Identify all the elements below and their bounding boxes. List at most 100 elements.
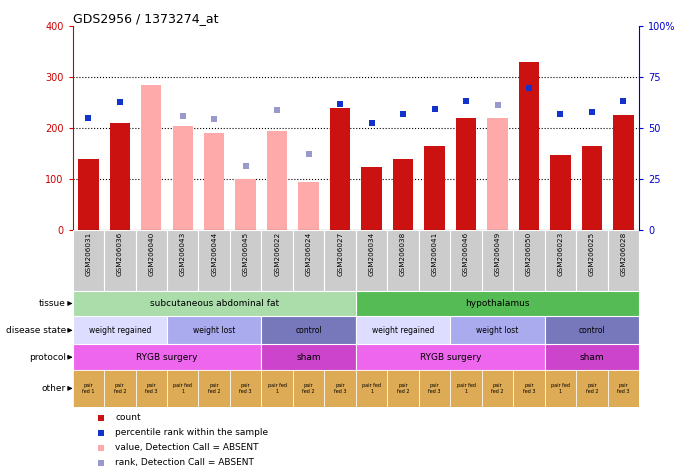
Text: control: control	[578, 326, 605, 335]
Text: GDS2956 / 1373274_at: GDS2956 / 1373274_at	[73, 12, 218, 25]
Bar	[73, 230, 104, 291]
Point	[460, 97, 471, 104]
Bar	[261, 344, 356, 370]
Bar	[545, 230, 576, 291]
Bar	[78, 159, 99, 230]
Text: control: control	[295, 326, 322, 335]
Bar	[73, 291, 356, 316]
Bar	[388, 230, 419, 291]
Point	[95, 429, 106, 437]
Text: pair fed
1: pair fed 1	[362, 383, 381, 394]
Text: GSM206023: GSM206023	[558, 232, 563, 276]
Bar	[356, 344, 545, 370]
Bar	[261, 370, 293, 407]
Bar	[110, 123, 130, 230]
Bar	[330, 108, 350, 230]
Bar	[73, 344, 261, 370]
Bar	[198, 230, 230, 291]
Bar	[550, 155, 571, 230]
Bar	[299, 182, 319, 230]
Bar	[576, 230, 607, 291]
Text: pair
fed 2: pair fed 2	[491, 383, 504, 394]
Bar	[545, 316, 639, 344]
Bar	[607, 230, 639, 291]
Text: pair
fed 3: pair fed 3	[428, 383, 441, 394]
Bar	[230, 370, 261, 407]
Text: pair
fed 2: pair fed 2	[113, 383, 126, 394]
Bar	[261, 316, 356, 344]
Text: GSM206034: GSM206034	[368, 232, 375, 276]
Text: RYGB surgery: RYGB surgery	[136, 353, 198, 362]
Text: disease state: disease state	[6, 326, 66, 335]
Bar	[167, 316, 261, 344]
Text: GSM206024: GSM206024	[305, 232, 312, 276]
Point	[177, 113, 188, 120]
Text: weight lost: weight lost	[476, 326, 519, 335]
Text: pair
fed 1: pair fed 1	[82, 383, 95, 394]
Text: weight regained: weight regained	[372, 326, 434, 335]
Point	[524, 84, 535, 92]
Point	[397, 110, 408, 118]
Bar	[545, 344, 639, 370]
Text: GSM206036: GSM206036	[117, 232, 123, 276]
Text: GSM206050: GSM206050	[526, 232, 532, 276]
Text: GSM206045: GSM206045	[243, 232, 249, 276]
Bar	[141, 85, 162, 230]
Bar	[135, 230, 167, 291]
Point	[114, 98, 125, 105]
Bar	[198, 370, 230, 407]
Text: pair fed
1: pair fed 1	[551, 383, 570, 394]
Text: weight lost: weight lost	[193, 326, 236, 335]
Bar	[482, 370, 513, 407]
Bar	[167, 230, 198, 291]
Text: other: other	[41, 384, 66, 393]
Bar	[236, 179, 256, 230]
Point	[366, 119, 377, 127]
Bar	[104, 370, 135, 407]
Text: GSM206028: GSM206028	[621, 232, 627, 276]
Bar	[388, 370, 419, 407]
Bar	[267, 131, 287, 230]
Text: GSM206025: GSM206025	[589, 232, 595, 276]
Bar	[613, 116, 634, 230]
Point	[334, 100, 346, 108]
Bar	[356, 370, 388, 407]
Bar	[419, 230, 451, 291]
Text: pair
fed 3: pair fed 3	[145, 383, 158, 394]
Bar	[419, 370, 451, 407]
Text: GSM206027: GSM206027	[337, 232, 343, 276]
Text: GSM206022: GSM206022	[274, 232, 280, 276]
Bar	[607, 370, 639, 407]
Bar	[456, 118, 476, 230]
Bar	[230, 230, 261, 291]
Text: tissue: tissue	[39, 299, 66, 308]
Text: pair fed
1: pair fed 1	[457, 383, 475, 394]
Text: pair
fed 3: pair fed 3	[523, 383, 536, 394]
Bar	[324, 370, 356, 407]
Text: GSM206041: GSM206041	[432, 232, 437, 276]
Text: pair
fed 2: pair fed 2	[303, 383, 315, 394]
Bar	[204, 133, 225, 230]
Text: GSM206031: GSM206031	[85, 232, 91, 276]
Point	[587, 108, 598, 116]
Text: sham: sham	[296, 353, 321, 362]
Text: GSM206040: GSM206040	[149, 232, 154, 276]
Text: value, Detection Call = ABSENT: value, Detection Call = ABSENT	[115, 443, 258, 452]
Bar	[576, 370, 607, 407]
Bar	[173, 126, 193, 230]
Text: weight regained: weight regained	[88, 326, 151, 335]
Point	[95, 414, 106, 421]
Text: GSM206043: GSM206043	[180, 232, 186, 276]
Point	[240, 162, 252, 170]
Bar	[135, 370, 167, 407]
Text: hypothalamus: hypothalamus	[465, 299, 530, 308]
Bar	[582, 146, 602, 230]
Bar	[293, 370, 324, 407]
Text: pair
fed 3: pair fed 3	[334, 383, 346, 394]
Bar	[513, 370, 545, 407]
Bar	[393, 159, 413, 230]
Bar	[356, 316, 451, 344]
Bar	[293, 230, 324, 291]
Text: RYGB surgery: RYGB surgery	[419, 353, 481, 362]
Text: subcutaneous abdominal fat: subcutaneous abdominal fat	[150, 299, 278, 308]
